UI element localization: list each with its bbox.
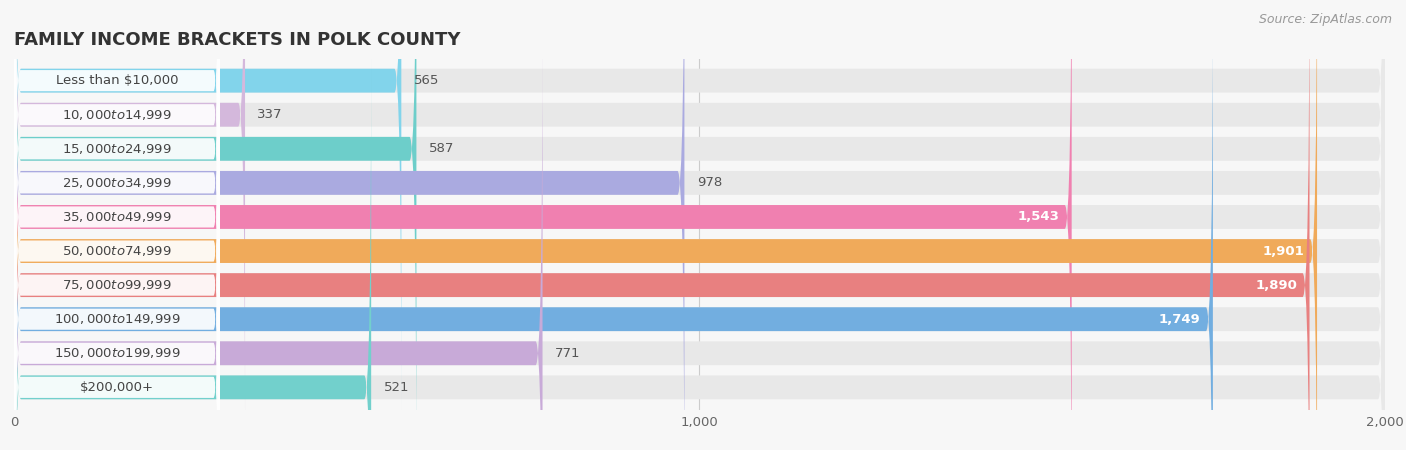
Text: 1,749: 1,749 <box>1159 313 1201 326</box>
Text: 978: 978 <box>697 176 723 189</box>
FancyBboxPatch shape <box>14 0 401 410</box>
FancyBboxPatch shape <box>14 0 1385 410</box>
FancyBboxPatch shape <box>14 23 219 450</box>
FancyBboxPatch shape <box>14 58 371 450</box>
FancyBboxPatch shape <box>14 0 245 444</box>
FancyBboxPatch shape <box>14 24 543 450</box>
FancyBboxPatch shape <box>14 0 219 411</box>
FancyBboxPatch shape <box>14 0 219 445</box>
FancyBboxPatch shape <box>14 58 1385 450</box>
FancyBboxPatch shape <box>14 0 1213 450</box>
Text: Less than $10,000: Less than $10,000 <box>56 74 179 87</box>
FancyBboxPatch shape <box>14 0 1385 450</box>
Text: 1,901: 1,901 <box>1263 244 1305 257</box>
FancyBboxPatch shape <box>14 0 1071 450</box>
FancyBboxPatch shape <box>14 0 1385 444</box>
Text: FAMILY INCOME BRACKETS IN POLK COUNTY: FAMILY INCOME BRACKETS IN POLK COUNTY <box>14 31 461 49</box>
FancyBboxPatch shape <box>14 0 219 450</box>
Text: 337: 337 <box>257 108 283 121</box>
FancyBboxPatch shape <box>14 0 1309 450</box>
Text: $10,000 to $14,999: $10,000 to $14,999 <box>62 108 172 122</box>
Text: 771: 771 <box>555 347 581 360</box>
FancyBboxPatch shape <box>14 0 1385 450</box>
FancyBboxPatch shape <box>14 0 1385 450</box>
FancyBboxPatch shape <box>14 0 1385 450</box>
Text: 587: 587 <box>429 142 454 155</box>
FancyBboxPatch shape <box>14 0 1317 450</box>
FancyBboxPatch shape <box>14 57 219 450</box>
FancyBboxPatch shape <box>14 0 219 450</box>
Text: $15,000 to $24,999: $15,000 to $24,999 <box>62 142 172 156</box>
FancyBboxPatch shape <box>14 0 416 450</box>
FancyBboxPatch shape <box>14 0 219 450</box>
FancyBboxPatch shape <box>14 0 219 450</box>
Text: 1,543: 1,543 <box>1018 211 1059 224</box>
Text: $100,000 to $149,999: $100,000 to $149,999 <box>53 312 180 326</box>
Text: $200,000+: $200,000+ <box>80 381 153 394</box>
Text: $25,000 to $34,999: $25,000 to $34,999 <box>62 176 172 190</box>
Text: 521: 521 <box>384 381 409 394</box>
FancyBboxPatch shape <box>14 91 219 450</box>
FancyBboxPatch shape <box>14 0 1385 450</box>
FancyBboxPatch shape <box>14 0 685 450</box>
FancyBboxPatch shape <box>14 24 1385 450</box>
Text: Source: ZipAtlas.com: Source: ZipAtlas.com <box>1258 14 1392 27</box>
Text: $50,000 to $74,999: $50,000 to $74,999 <box>62 244 172 258</box>
FancyBboxPatch shape <box>14 0 1385 450</box>
Text: $75,000 to $99,999: $75,000 to $99,999 <box>62 278 172 292</box>
Text: 1,890: 1,890 <box>1256 279 1298 292</box>
FancyBboxPatch shape <box>14 0 219 377</box>
Text: $35,000 to $49,999: $35,000 to $49,999 <box>62 210 172 224</box>
Text: $150,000 to $199,999: $150,000 to $199,999 <box>53 346 180 360</box>
Text: 565: 565 <box>413 74 439 87</box>
